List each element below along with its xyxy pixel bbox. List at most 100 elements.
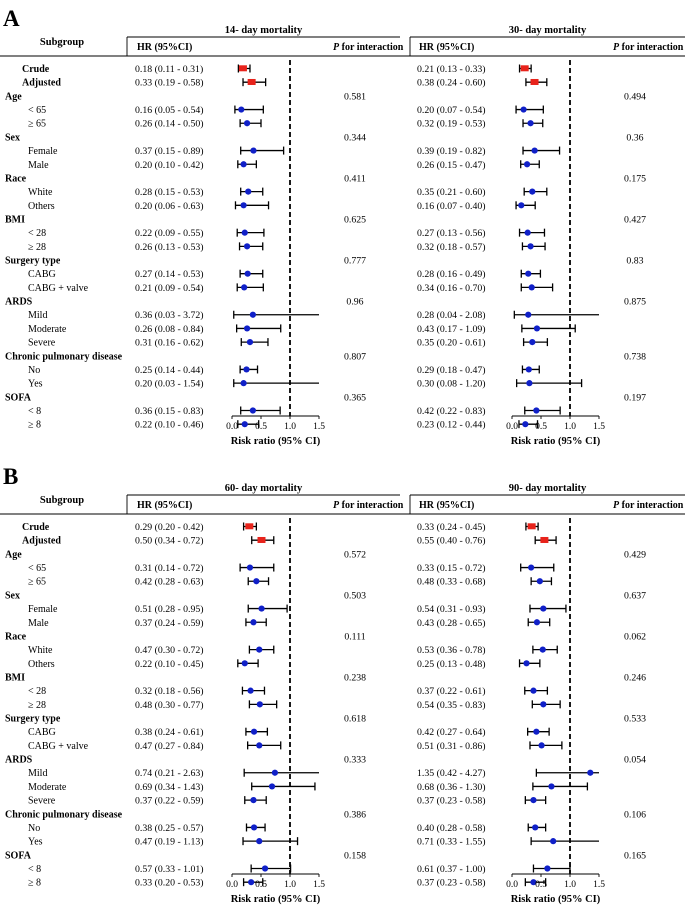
hr-point	[523, 161, 531, 168]
hr-point	[241, 421, 248, 428]
hr-ci-text: 0.74 (0.21 - 2.63)	[135, 768, 204, 779]
x-axis-tick-label: 0.0	[226, 422, 238, 432]
subgroup-label: < 28	[28, 228, 46, 239]
p-interaction-value: 0.618	[344, 714, 366, 725]
hr-column-header: HR (95%CI)	[137, 500, 192, 511]
hr-ci-text: 0.35 (0.21 - 0.60)	[417, 187, 486, 198]
hr-ci-text: 0.38 (0.25 - 0.57)	[135, 823, 204, 834]
subgroup-label: White	[28, 187, 53, 198]
x-axis-tick-label: 1.5	[593, 422, 605, 432]
hr-point	[533, 619, 541, 626]
hr-ci-text: 0.37 (0.24 - 0.59)	[135, 618, 204, 629]
overall-label: Adjusted	[22, 78, 61, 89]
x-axis-label: Risk ratio (95% CI)	[511, 894, 601, 905]
overall-label: Crude	[22, 522, 50, 533]
hr-ci-text: 0.32 (0.18 - 0.57)	[417, 242, 486, 253]
x-axis-label: Risk ratio (95% CI)	[231, 894, 321, 905]
group-label: Surgery type	[5, 714, 61, 725]
subgroup-label: CABG + valve	[28, 283, 89, 294]
group-label: ARDS	[5, 755, 33, 766]
overall-label: Adjusted	[22, 536, 61, 547]
hr-ci-text: 0.71 (0.33 - 1.55)	[417, 837, 486, 848]
hr-point	[250, 147, 257, 154]
series-title: 60- day mortality	[225, 483, 303, 494]
subgroup-label: Moderate	[28, 324, 67, 335]
hr-ci-text: 0.22 (0.10 - 0.45)	[135, 659, 204, 670]
hr-point-square	[530, 78, 539, 85]
hr-point	[243, 325, 251, 332]
hr-point	[248, 879, 255, 886]
hr-ci-text: 0.61 (0.37 - 1.00)	[417, 864, 486, 875]
hr-ci-text: 0.47 (0.19 - 1.13)	[135, 837, 204, 848]
hr-ci-text: 0.68 (0.36 - 1.30)	[417, 782, 486, 793]
hr-point	[548, 783, 555, 790]
p-interaction-value: 0.054	[624, 755, 646, 766]
hr-point	[528, 284, 535, 291]
p-interaction-value: 0.637	[624, 590, 646, 601]
p-interaction-header: P for interaction	[333, 42, 404, 53]
hr-ci-text: 0.37 (0.23 - 0.58)	[417, 878, 486, 889]
hr-ci-text: 0.43 (0.28 - 0.65)	[417, 618, 486, 629]
hr-point	[243, 120, 251, 127]
hr-point	[250, 797, 257, 804]
x-axis-tick-label: 0.0	[506, 880, 518, 890]
subgroup-label: Yes	[28, 379, 43, 390]
hr-point	[247, 687, 254, 694]
subgroup-label: ≥ 8	[28, 420, 41, 431]
subgroup-label: Male	[28, 618, 49, 629]
hr-ci-text: 0.27 (0.13 - 0.56)	[417, 228, 486, 239]
hr-point	[531, 147, 538, 154]
hr-ci-text: 0.26 (0.14 - 0.50)	[135, 119, 204, 130]
subgroup-header: Subgroup	[40, 37, 84, 48]
p-interaction-value: 0.344	[344, 132, 366, 143]
hr-ci-text: 0.50 (0.34 - 0.72)	[135, 536, 204, 547]
p-interaction-value: 0.175	[624, 173, 646, 184]
subgroup-label: CABG	[28, 269, 56, 280]
hr-point-square	[520, 65, 529, 72]
hr-point	[525, 311, 532, 318]
hr-ci-text: 0.38 (0.24 - 0.61)	[135, 727, 204, 738]
hr-ci-text: 0.51 (0.31 - 0.86)	[417, 741, 486, 752]
hr-point	[244, 270, 251, 277]
x-axis-tick-label: 1.0	[564, 880, 576, 890]
x-axis-tick-label: 0.5	[535, 880, 547, 890]
hr-ci-text: 0.34 (0.16 - 0.70)	[417, 283, 486, 294]
p-interaction-value: 0.411	[344, 173, 366, 184]
subgroup-label: CABG + valve	[28, 741, 89, 752]
hr-ci-text: 0.20 (0.03 - 1.54)	[135, 379, 204, 390]
hr-ci-text: 0.28 (0.04 - 2.08)	[417, 310, 486, 321]
hr-ci-text: 0.26 (0.13 - 0.53)	[135, 242, 204, 253]
hr-point	[261, 865, 269, 872]
hr-ci-text: 0.48 (0.30 - 0.77)	[135, 700, 204, 711]
hr-ci-text: 0.33 (0.15 - 0.72)	[417, 563, 486, 574]
hr-ci-text: 0.22 (0.10 - 0.46)	[135, 420, 204, 431]
hr-ci-text: 0.37 (0.15 - 0.89)	[135, 146, 204, 157]
hr-point	[271, 769, 279, 776]
hr-point-square	[540, 536, 549, 543]
p-interaction-value: 0.197	[624, 392, 646, 403]
group-label: Age	[5, 549, 22, 560]
hr-ci-text: 0.47 (0.30 - 0.72)	[135, 645, 204, 656]
hr-point	[241, 660, 248, 667]
hr-point	[256, 701, 263, 708]
p-interaction-value: 0.427	[624, 214, 646, 225]
p-interaction-value: 0.365	[344, 392, 366, 403]
x-axis-tick-label: 0.0	[506, 422, 518, 432]
x-axis-tick-label: 0.5	[255, 880, 267, 890]
hr-ci-text: 0.29 (0.18 - 0.47)	[417, 365, 486, 376]
hr-ci-text: 0.38 (0.24 - 0.60)	[417, 78, 486, 89]
subgroup-label: Female	[28, 146, 58, 157]
hr-point	[544, 865, 551, 872]
hr-point	[528, 564, 535, 571]
hr-point	[256, 838, 263, 845]
hr-point	[526, 380, 533, 387]
hr-point	[243, 243, 251, 250]
group-label: Chronic pulmonary disease	[5, 351, 123, 362]
x-axis-tick-label: 1.5	[313, 422, 325, 432]
hr-ci-text: 0.27 (0.14 - 0.53)	[135, 269, 204, 280]
hr-ci-text: 0.26 (0.08 - 0.84)	[135, 324, 204, 335]
hr-ci-text: 0.25 (0.13 - 0.48)	[417, 659, 486, 670]
x-axis-tick-label: 0.0	[226, 880, 238, 890]
group-label: Sex	[5, 590, 20, 601]
